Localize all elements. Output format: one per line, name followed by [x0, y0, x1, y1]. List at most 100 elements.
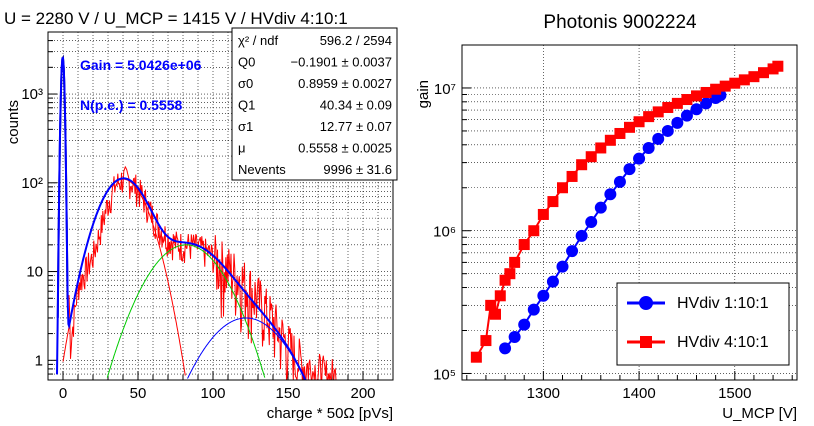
series2-point [772, 60, 784, 72]
series2-point [624, 121, 635, 133]
left-x-tick-label: 0 [59, 385, 67, 402]
series2-point [504, 268, 516, 280]
right-plot-area: 1300 1400 1500 10⁵ 10⁶ 10⁷ [433, 44, 797, 402]
series2-point [614, 127, 626, 139]
series2-point [485, 299, 497, 311]
legend-series2-label: HVdiv 4:10:1 [677, 334, 769, 351]
left-plot-frame [47, 31, 394, 381]
right-x-axis-label: U_MCP [V] [722, 405, 797, 422]
right-y-tick-label: 10⁵ [433, 366, 456, 383]
series2-point [710, 83, 722, 95]
right-plot-frame [461, 44, 798, 381]
legend-series1-label: HVdiv 1:10:1 [677, 295, 769, 312]
left-x-tick-label: 150 [275, 385, 300, 402]
series1-point [604, 188, 617, 201]
left-y-tick-label: 10 [26, 264, 43, 281]
series2-point [490, 308, 501, 320]
legend-series1-marker [639, 296, 653, 310]
legend: HVdiv 1:10:1 HVdiv 4:10:1 [616, 282, 790, 366]
series2-point [557, 182, 568, 194]
series2-point [652, 106, 664, 118]
series2-point [595, 142, 607, 154]
left-y-tick-label: 10² [21, 175, 43, 192]
series1-point [690, 103, 703, 116]
stats-row-name: Q0 [238, 55, 255, 70]
left-y-axis-label: counts [5, 100, 22, 144]
series1-point [652, 132, 665, 145]
stats-row-value: −0.1901 ± 0.0037 [291, 55, 392, 70]
series1-point [671, 116, 684, 129]
series1-point [613, 175, 626, 188]
series2-point [671, 97, 683, 109]
series2-point [480, 335, 492, 347]
series1-point [585, 216, 598, 229]
series1-point [508, 331, 521, 344]
stats-row-value: 596.2 / 2594 [320, 33, 392, 48]
series2-point [758, 67, 769, 79]
series2-point [576, 159, 588, 171]
right-chart-title: Photonis 9002224 [543, 12, 697, 33]
right-x-tick-label: 1300 [527, 385, 560, 402]
second-pe-gauss-line [106, 244, 266, 378]
series2-point [662, 101, 674, 113]
stats-row-name: σ1 [238, 119, 253, 134]
third-pe-gauss-line [187, 317, 305, 379]
right-y-tick-label: 10⁶ [433, 224, 456, 241]
series2-point [547, 196, 559, 208]
left-y-tick-label: 10³ [21, 86, 43, 103]
series2-point [494, 290, 506, 302]
series2-point [691, 90, 702, 102]
left-x-axis-label: charge * 50Ω [pVs] [267, 405, 393, 422]
series1-point [546, 275, 559, 288]
stats-row-name: Q1 [238, 98, 255, 113]
series1-point [594, 201, 607, 214]
right-x-tick-label: 1400 [622, 385, 655, 402]
total-fit-line [56, 56, 307, 381]
left-x-tick-label: 200 [350, 385, 375, 402]
series1-point [633, 152, 646, 165]
series1-point [537, 289, 550, 302]
fit-stats-box: χ² / ndf 596.2 / 2594 Q0 −0.1901 ± 0.0037 σ0… [231, 27, 398, 181]
series2-point [681, 94, 693, 106]
series1-point [575, 229, 588, 242]
right-x-tick-label: 1500 [718, 385, 751, 402]
series2-point [719, 80, 731, 92]
series2-point [499, 274, 511, 286]
series2-point [566, 170, 578, 182]
series1-point [661, 124, 674, 137]
series2-point [528, 225, 540, 237]
series2-point [729, 77, 741, 89]
series2-point [738, 74, 750, 86]
left-chart-title: U = 2280 V / U_MCP = 1415 V / HVdiv 4:10… [4, 9, 348, 28]
right-y-tick-label: 10⁷ [434, 81, 456, 98]
stats-row-name: μ [238, 141, 246, 156]
stats-row-name: σ0 [238, 76, 253, 91]
series1-point [527, 303, 540, 316]
series2-point [470, 351, 482, 363]
stats-row-name: χ² / ndf [238, 33, 278, 48]
series2-point [537, 208, 549, 220]
right-y-axis-label: gain [415, 80, 432, 108]
series2-point [748, 71, 760, 83]
stats-row-value: 9996 ± 31.6 [323, 162, 392, 177]
series2-point [509, 256, 521, 268]
stats-row-name: Nevents [238, 162, 286, 177]
stats-row-value: 0.5558 ± 0.0025 [298, 141, 392, 156]
series2-point [633, 116, 645, 128]
series1-point [556, 260, 569, 273]
series2-point [643, 111, 655, 123]
series1-point [700, 97, 713, 110]
npe-annotation: N(p.e.) = 0.5558 [80, 97, 183, 113]
series2-point [585, 151, 597, 163]
left-y-tick-label: 1 [35, 352, 43, 369]
gain-annotation: Gain = 5.0426e+06 [80, 57, 202, 73]
legend-series2-marker [640, 336, 652, 348]
series1-point [680, 109, 693, 122]
series2-point [700, 86, 712, 98]
series1-point [566, 245, 579, 258]
stats-row-value: 40.34 ± 0.09 [320, 98, 392, 113]
series2-point [604, 134, 616, 146]
series1-point [642, 141, 655, 154]
stats-row-value: 12.77 ± 0.07 [320, 119, 392, 134]
